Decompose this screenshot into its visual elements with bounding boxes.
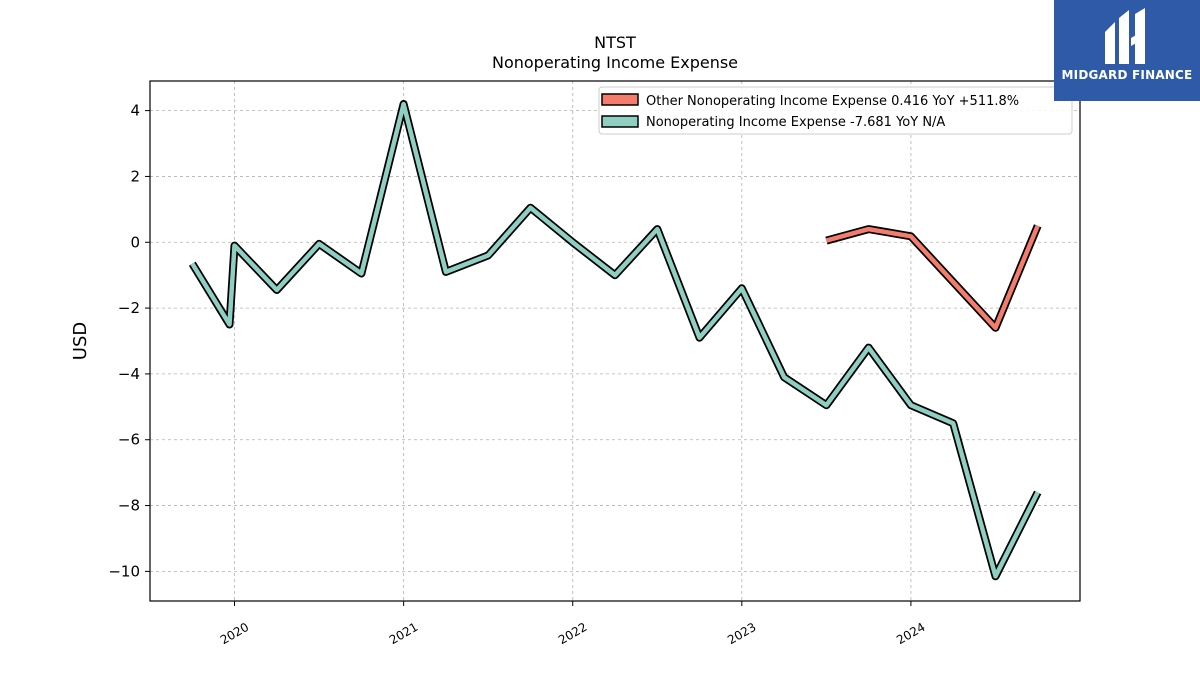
- y-tick-label: −8: [118, 497, 140, 515]
- x-axis: 2020 2021 2022 2023 2024: [218, 601, 928, 647]
- logo-text: MIDGARD FINANCE: [1061, 68, 1193, 82]
- y-tick-label: 0: [130, 233, 140, 251]
- chart-subtitle: Nonoperating Income Expense: [492, 53, 738, 72]
- legend-swatch-nonoperating: [601, 115, 639, 128]
- y-tick-label: −2: [118, 299, 140, 317]
- legend-label-nonoperating: Nonoperating Income Expense -7.681 YoY N…: [646, 115, 945, 130]
- y-tick-label: −10: [108, 562, 140, 580]
- series-line: [190, 101, 1040, 579]
- x-tick-label: 2020: [218, 620, 251, 647]
- x-tick-label: 2023: [725, 620, 758, 647]
- y-axis: 4 2 0 −2 −4 −6 −8 −10: [108, 102, 150, 580]
- y-axis-label: USD: [70, 322, 91, 360]
- chart-title: NTST: [594, 33, 636, 52]
- y-tick-label: −4: [118, 365, 140, 383]
- grid: [150, 81, 1080, 601]
- logo-mark-icon: [1105, 8, 1145, 64]
- legend-swatch-other: [601, 93, 639, 106]
- legend: Other Nonoperating Income Expense 0.416 …: [598, 86, 1073, 135]
- x-tick-label: 2024: [894, 620, 927, 647]
- legend-box: [598, 86, 1073, 135]
- y-tick-label: −6: [118, 431, 140, 449]
- x-tick-label: 2021: [387, 620, 420, 647]
- y-tick-label: 2: [130, 167, 140, 185]
- x-tick-label: 2022: [556, 620, 589, 647]
- series-layer: [188, 100, 1042, 581]
- y-tick-label: 4: [130, 102, 140, 120]
- series-line-outline: [825, 224, 1042, 332]
- legend-label-other: Other Nonoperating Income Expense 0.416 …: [646, 94, 1019, 109]
- series-line: [825, 224, 1040, 331]
- plot-area-frame: [149, 80, 1081, 602]
- midgard-finance-logo: MIDGARD FINANCE: [1054, 0, 1200, 101]
